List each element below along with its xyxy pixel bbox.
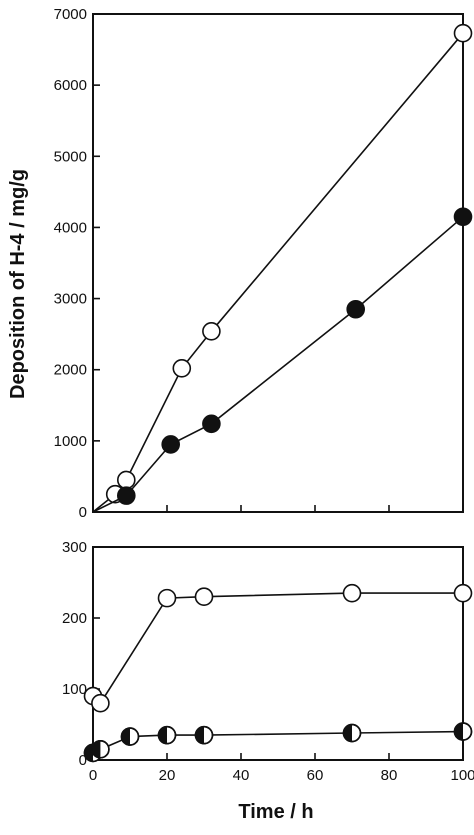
x-axis-title: Time / h: [238, 801, 313, 823]
top-y-tick-label: 1000: [54, 433, 87, 450]
top-y-tick-label: 2000: [54, 362, 87, 379]
top-y-tick-label: 0: [79, 504, 87, 521]
bottom-x-tick-label: 100: [450, 767, 474, 784]
top-point-filled-circle: [346, 299, 366, 319]
top-y-tick-label: 4000: [54, 219, 87, 236]
bottom-point-open-circle: [157, 588, 177, 608]
bottom-x-tick-label: 20: [159, 767, 176, 784]
top-point-filled-circle: [202, 414, 221, 434]
bottom-series-open-circle-line: [92, 592, 463, 705]
bottom-x-tick-label: 80: [381, 767, 398, 784]
bottom-x-tick-label: 0: [89, 767, 97, 784]
y-axis-title: Deposition of H-4 / mg/g: [7, 169, 29, 399]
bottom-x-tick-label: 60: [307, 767, 324, 784]
top-chart-panel: 0 1000 2000 3000 4000 5000 6000 7000: [54, 6, 473, 521]
top-point-open-circle: [453, 23, 473, 43]
bottom-point-half-filled-circle: [194, 725, 214, 745]
bottom-point-open-circle: [91, 693, 110, 713]
bottom-point-half-filled-circle: [453, 722, 473, 741]
bottom-y-tick-label: 100: [62, 681, 87, 698]
bottom-point-half-filled-circle: [91, 740, 110, 759]
top-series-open-circle-line: [92, 32, 464, 513]
bottom-chart-panel: 0 100 200 300 0 20 40 60 80 100: [62, 539, 474, 784]
bottom-plot-frame: [92, 546, 464, 761]
bottom-point-open-circle: [194, 587, 214, 607]
bottom-x-tick-label: 40: [233, 767, 250, 784]
bottom-point-open-circle: [342, 583, 362, 603]
bottom-point-half-filled-circle: [157, 725, 177, 745]
top-point-open-circle: [202, 321, 221, 341]
bottom-point-half-filled-circle: [120, 727, 140, 746]
bottom-point-open-circle: [453, 583, 473, 603]
top-point-filled-circle: [453, 207, 473, 227]
top-point-open-circle: [117, 470, 136, 490]
bottom-y-tick-label: 200: [62, 610, 87, 627]
bottom-point-half-filled-circle: [342, 723, 362, 743]
top-point-filled-circle: [161, 435, 180, 454]
bottom-y-tick-label: 0: [79, 752, 87, 769]
top-y-tick-label: 3000: [54, 291, 87, 308]
bottom-series-half-filled-circle-line: [92, 730, 464, 754]
bottom-y-tick-label: 300: [62, 539, 87, 556]
top-series-filled-circle-line: [92, 216, 464, 513]
top-y-tick-label: 7000: [54, 6, 87, 23]
top-point-filled-circle: [117, 486, 136, 505]
top-y-tick-label: 5000: [54, 148, 87, 165]
top-point-open-circle: [172, 358, 192, 378]
top-y-tick-label: 6000: [54, 77, 87, 94]
top-plot-frame: [92, 13, 464, 513]
